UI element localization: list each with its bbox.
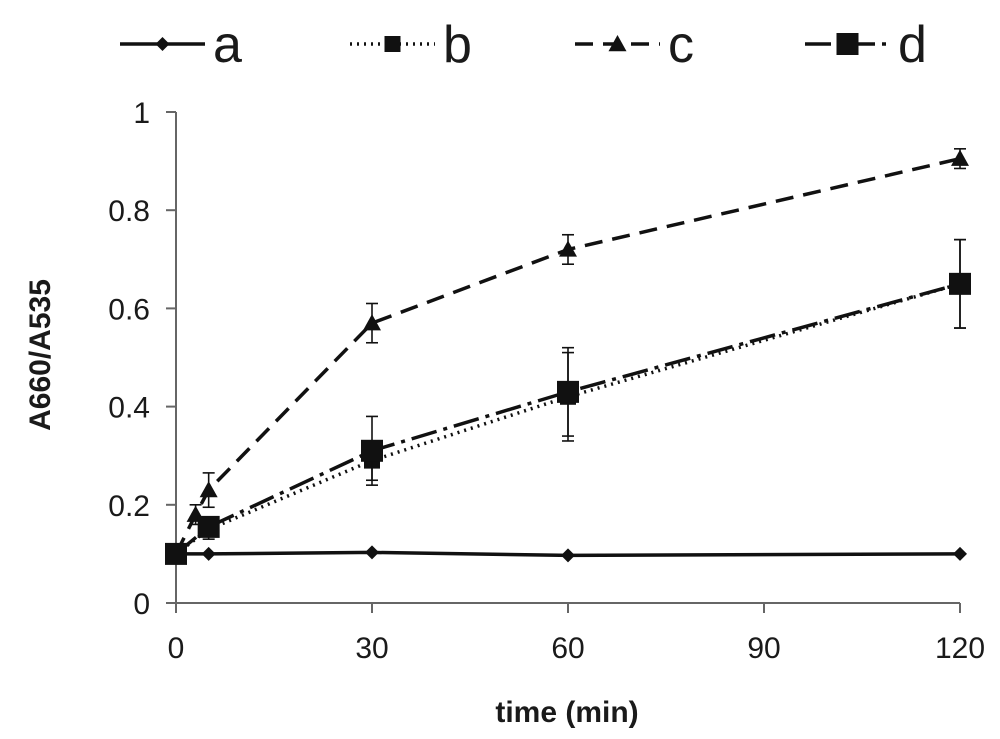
- legend-item-d: d: [805, 16, 927, 74]
- plot-area: [165, 148, 971, 565]
- legend-label-d: d: [898, 16, 927, 74]
- data-point-d: [949, 272, 971, 295]
- x-tick-label: 0: [168, 632, 185, 665]
- data-point-d: [361, 439, 383, 462]
- data-point-c: [951, 149, 969, 166]
- data-point-a: [561, 548, 575, 563]
- data-point-d: [197, 515, 220, 538]
- data-point-d: [557, 380, 579, 403]
- legend-item-c: c: [575, 16, 694, 74]
- y-axis-title: A660/A535: [24, 279, 57, 431]
- x-tick-label: 90: [747, 632, 780, 665]
- series-c: [167, 148, 969, 562]
- series-d: [165, 238, 971, 565]
- data-point-c: [363, 314, 381, 331]
- x-tick-label: 120: [935, 632, 985, 665]
- legend-marker-b: [384, 36, 401, 52]
- y-tick-label: 0.4: [108, 392, 150, 425]
- y-tick-label: 0.8: [108, 195, 150, 228]
- legend-label-a: a: [213, 16, 242, 74]
- data-point-a: [201, 546, 216, 561]
- y-tick-label: 0: [133, 588, 150, 621]
- x-axis-title: time (min): [495, 696, 638, 729]
- data-point-c: [559, 240, 577, 257]
- legend-marker-d: [836, 33, 859, 55]
- x-tick-label: 60: [551, 632, 584, 665]
- axes: 0 0.2 0.4 0.6 0.8 1 0 30 60 90 120: [108, 97, 985, 665]
- legend-label-c: c: [668, 16, 694, 74]
- legend-marker-c: [608, 35, 627, 52]
- data-point-a: [953, 546, 967, 561]
- legend-label-b: b: [443, 16, 472, 74]
- y-tick-label: 1: [133, 97, 150, 130]
- legend-item-a: a: [120, 16, 242, 74]
- data-point-a: [365, 545, 379, 560]
- y-tick-label: 0.6: [108, 293, 150, 326]
- y-tick-label: 0.2: [108, 490, 150, 523]
- x-tick-label: 30: [355, 632, 388, 665]
- legend: a b c d: [120, 16, 927, 74]
- legend-item-b: b: [350, 16, 472, 74]
- legend-marker-a: [155, 37, 170, 51]
- series-a: [169, 545, 967, 563]
- data-point-d: [165, 542, 187, 565]
- data-point-c: [199, 481, 218, 498]
